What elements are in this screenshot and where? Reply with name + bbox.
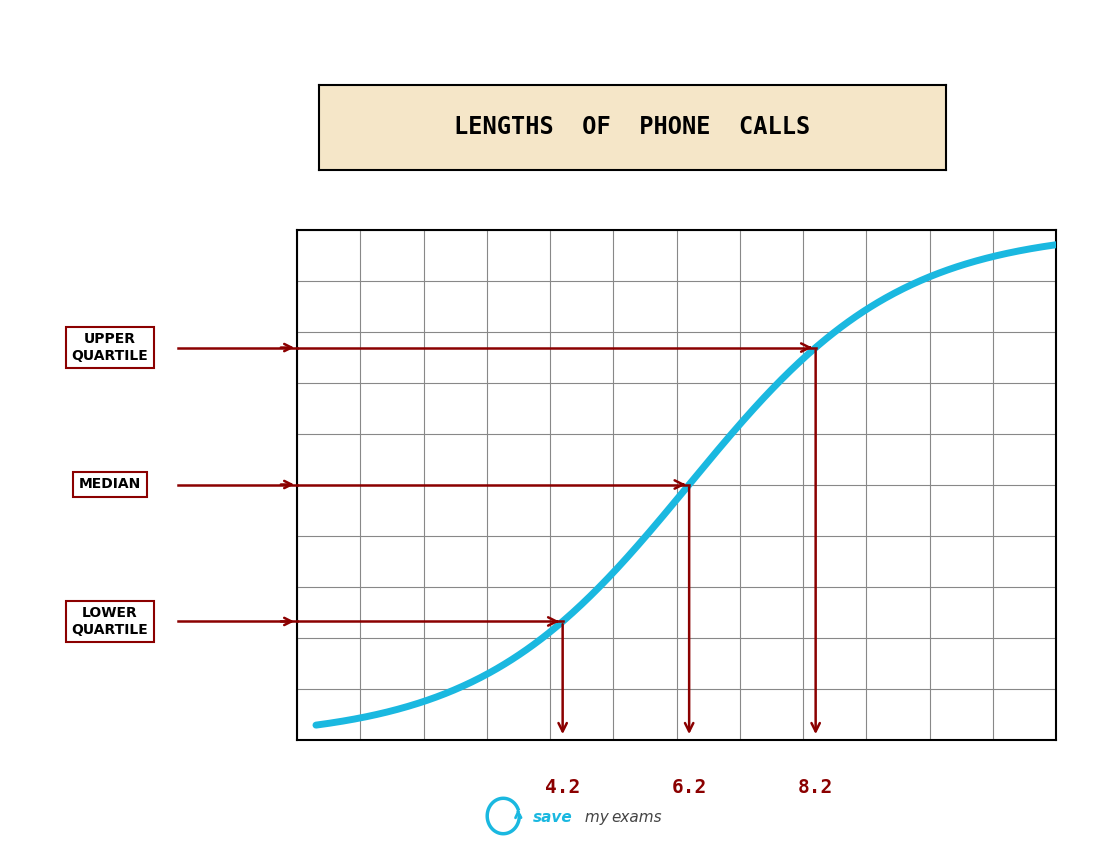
Text: MEDIAN: MEDIAN [79, 478, 141, 491]
Text: my: my [580, 810, 608, 825]
Text: UPPER
QUARTILE: UPPER QUARTILE [72, 332, 148, 363]
Text: LOWER
QUARTILE: LOWER QUARTILE [72, 606, 148, 637]
Text: 6.2: 6.2 [671, 778, 707, 796]
Text: 4.2: 4.2 [544, 778, 581, 796]
Text: save: save [532, 810, 572, 825]
Text: exams: exams [612, 810, 662, 825]
Text: 8.2: 8.2 [798, 778, 834, 796]
Text: LENGTHS  OF  PHONE  CALLS: LENGTHS OF PHONE CALLS [454, 116, 811, 139]
